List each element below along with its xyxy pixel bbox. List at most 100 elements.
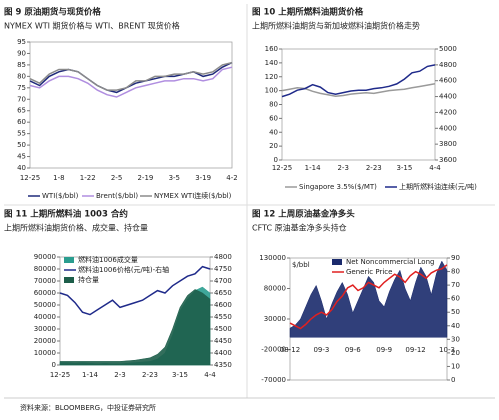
y-tick-label: -20000: [261, 346, 286, 354]
y2-tick-label: 3800: [439, 140, 457, 148]
y-tick-label: 90: [17, 49, 26, 57]
y-tick-label: 60: [269, 114, 278, 122]
x-tick-label: 2-23: [142, 371, 158, 379]
x-tick-label: 2-23: [366, 164, 382, 172]
y-tick-label: 80: [269, 101, 278, 109]
figure-subtitle: NYMEX WTI 期货价格与 WTI、BRENT 现货价格: [4, 21, 180, 31]
y-tick-label: 90000: [34, 253, 56, 261]
y2-tick-label: 4400: [439, 93, 457, 101]
y-tick-label: 140: [265, 59, 278, 67]
legend-label: NYMEX WTI连续($/bbl): [154, 191, 232, 200]
y2-tick-label: 4350: [214, 361, 232, 369]
y-tick-label: 30000: [264, 315, 286, 323]
y2-tick-label: 10: [451, 362, 460, 370]
y2-tick-label: 4450: [214, 337, 232, 345]
figure-title: 图 11 上期所燃料油 1003 合约: [4, 209, 128, 220]
x-tick-label: 2-19: [137, 174, 153, 182]
y-tick-label: 70: [17, 95, 26, 103]
figure-subtitle: 上期所燃料油期货价格、成交量、持仓量: [4, 223, 148, 233]
x-tick-label: 12-25: [20, 174, 40, 182]
legend-label: Generic Price: [346, 268, 392, 276]
y-tick-label: 60: [17, 118, 26, 126]
x-tick-label: 09-12: [405, 346, 425, 354]
x-tick-label: 2-3: [337, 164, 348, 172]
y2-tick-label: 4400: [214, 349, 232, 357]
y-tick-label: 50000: [34, 301, 56, 309]
legend-label: 燃料油1006价格(元/吨)-右轴: [78, 265, 169, 274]
y-tick-label: 80000: [264, 285, 286, 293]
y2-tick-label: 30: [451, 335, 460, 343]
x-tick-label: 1-14: [82, 371, 98, 379]
y2-tick-label: 20: [451, 349, 460, 357]
y-tick-label: 75: [17, 84, 26, 92]
line: [29, 61, 233, 94]
y2-tick-label: 50: [451, 308, 460, 316]
y-tick-label: 70000: [34, 277, 56, 285]
figure-subtitle: 上期所燃料油期货与新加坡燃料油期货价格走势: [252, 21, 420, 31]
y2-tick-label: 80: [451, 268, 460, 276]
y2-tick-label: 4800: [214, 253, 232, 261]
y2-tick-label: 70: [451, 281, 460, 289]
y-tick-label: 130000: [259, 254, 286, 262]
line: [29, 66, 233, 98]
figure-title: 图 9 原油期货与现货价格: [4, 7, 101, 18]
x-tick-label: 08-12: [280, 346, 300, 354]
y-tick-label: 65: [17, 107, 26, 115]
legend-label: Singapore 3.5%($/MT): [299, 183, 377, 191]
y-tick-label: 45: [17, 153, 26, 161]
y-tick-label: 55: [17, 130, 26, 138]
x-tick-label: 4-2: [226, 174, 237, 182]
x-tick-label: 3-19: [195, 174, 211, 182]
legend-label: 持仓量: [78, 275, 99, 284]
y-tick-label: 120: [265, 73, 278, 81]
legend-label: Brent($/bbl): [96, 192, 138, 200]
y-tick-label: 40: [269, 128, 278, 136]
y2-tick-label: 4500: [214, 325, 232, 333]
y-tick-label: 60000: [34, 289, 56, 297]
x-tick-label: 1-22: [80, 174, 96, 182]
x-tick-label: 1-8: [53, 174, 64, 182]
y-tick-label: 40: [17, 164, 26, 172]
plot-frame: [281, 48, 436, 161]
x-tick-label: 1-14: [305, 164, 321, 172]
legend-label: WTI($/bbl): [42, 192, 79, 200]
x-tick-label: 2-3: [114, 371, 125, 379]
y-tick-label: 80000: [34, 265, 56, 273]
y-tick-label: 20: [269, 142, 278, 150]
y2-tick-label: 90: [451, 254, 460, 262]
y2-tick-label: 40: [451, 322, 460, 330]
y-tick-label: 50: [17, 141, 26, 149]
figure-subtitle: CFTC 原油基金净多头持仓: [252, 223, 347, 233]
y-tick-label: 10000: [34, 349, 56, 357]
y2-tick-label: 4550: [214, 313, 232, 321]
y-tick-label: 80: [17, 72, 26, 80]
plot-frame: [29, 41, 233, 169]
x-tick-label: 3-5: [169, 174, 180, 182]
y2-tick-label: 4650: [214, 289, 232, 297]
line: [281, 82, 436, 97]
line: [281, 64, 436, 98]
line: [29, 61, 233, 91]
source-note: 资料来源：BLOOMBERG，中投证券研究所: [20, 403, 156, 412]
legend-label: Net Noncommercial Long: [346, 258, 434, 266]
y-tick-label: 40000: [34, 313, 56, 321]
legend-swatch: [332, 259, 342, 265]
y2-tick-label: 0: [451, 376, 455, 384]
x-tick-label: 10-3: [439, 346, 455, 354]
x-tick-label: 12-25: [272, 164, 292, 172]
y-tick-label: 85: [17, 61, 26, 69]
x-tick-label: 3-15: [396, 164, 412, 172]
line: [289, 264, 448, 330]
y2-tick-label: 5000: [439, 45, 457, 53]
x-tick-label: 09-9: [376, 346, 392, 354]
x-tick-label: 4-4: [429, 164, 441, 172]
legend-label: 上期所燃料油连续(元/吨): [399, 182, 477, 191]
y2-tick-label: 4800: [439, 61, 457, 69]
figure-title: 图 12 上周原油基金净多头: [252, 209, 355, 220]
y-tick-label: 0: [274, 156, 278, 164]
y-tick-label: 160: [265, 45, 278, 53]
y2-tick-label: 4000: [439, 124, 457, 132]
y-tick-label: 0: [52, 361, 56, 369]
line: [59, 265, 211, 316]
